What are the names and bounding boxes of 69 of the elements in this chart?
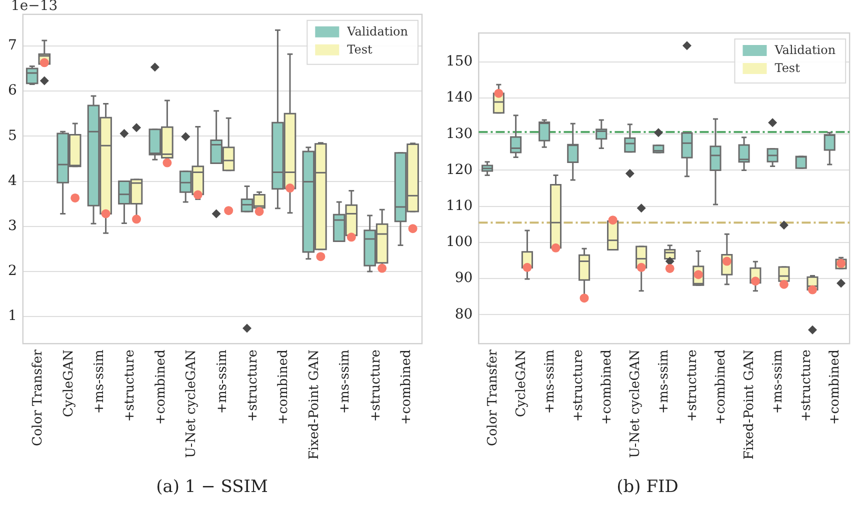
y-tick-label: 130 (446, 126, 473, 142)
x-tick-label: +ms-ssim (338, 350, 353, 414)
x-tick-label: +structure (799, 349, 814, 422)
point (285, 184, 294, 193)
x-tick-label: +ms-ssim (214, 350, 230, 414)
x-tick-label: +ms-ssim (542, 350, 558, 414)
x-tick-label: +structure (685, 349, 700, 422)
point (551, 243, 560, 252)
y-tick-label: 150 (446, 54, 473, 70)
point (779, 280, 788, 289)
point (378, 264, 387, 273)
x-tick-label: +structure (570, 349, 586, 422)
point (316, 252, 326, 262)
point (101, 209, 110, 218)
point (408, 224, 418, 234)
x-tick-label: CycleGAN (514, 350, 529, 418)
x-tick-label: Color Transfer (30, 348, 46, 446)
y-tick-label: 7 (8, 38, 17, 54)
x-tick-label: +combined (276, 350, 292, 425)
point (580, 294, 589, 303)
y-tick-label: 1 (8, 308, 17, 324)
y-tick-label: 90 (454, 270, 473, 286)
x-tick-label: Color Transfer (485, 348, 500, 446)
y-tick-label: 120 (446, 162, 473, 178)
x-tick-label: +combined (599, 350, 614, 425)
point (522, 262, 532, 272)
y-tick-label: 110 (446, 198, 473, 214)
legend-label: Test (347, 42, 372, 57)
x-tick-label: +combined (399, 350, 414, 425)
legend-label: Test (774, 61, 800, 76)
y-tick-label: 4 (8, 172, 17, 189)
point (132, 214, 141, 224)
y-tick-label: 140 (446, 90, 473, 106)
legend-label: Validation (346, 24, 408, 39)
legend-label: Validation (774, 43, 836, 58)
x-tick-label: +structure (122, 349, 138, 422)
x-tick-label: +ms-ssim (770, 350, 786, 414)
point (665, 264, 674, 273)
x-tick-label: +structure (368, 349, 384, 422)
x-tick-label: +ms-ssim (656, 350, 672, 414)
point (224, 206, 234, 216)
x-tick-label: +combined (714, 350, 729, 425)
x-tick-label: +combined (828, 350, 843, 425)
x-tick-label: Fixed-Point GAN (306, 350, 322, 460)
y-tick-label: 3 (8, 218, 17, 234)
x-tick-label: CycleGAN (61, 350, 76, 418)
point (70, 193, 80, 202)
text: (b) FID (616, 477, 678, 498)
y-tick-label: 2 (8, 263, 17, 280)
x-tick-label: +combined (153, 350, 168, 425)
point (346, 232, 356, 242)
point (608, 216, 618, 225)
y-tick-label: 80 (454, 306, 473, 322)
point (808, 285, 817, 294)
x-tick-label: +structure (246, 349, 261, 422)
point (162, 158, 172, 168)
x-tick-label: U-Net cycleGAN (184, 350, 200, 458)
y-tick-label: 100 (446, 234, 473, 250)
x-tick-label: U-Net cycleGAN (628, 350, 643, 458)
y-tick-label: 6 (8, 82, 17, 99)
point (494, 88, 504, 98)
x-tick-label: +ms-ssim (92, 350, 108, 414)
point (636, 262, 646, 272)
x-tick-label: Fixed-Point GAN (742, 350, 758, 460)
text: 1e−13 (10, 0, 58, 14)
point (750, 276, 760, 286)
point (193, 190, 202, 200)
text: (a) 1 − SSIM (156, 477, 268, 498)
y-tick-label: 5 (8, 128, 17, 144)
